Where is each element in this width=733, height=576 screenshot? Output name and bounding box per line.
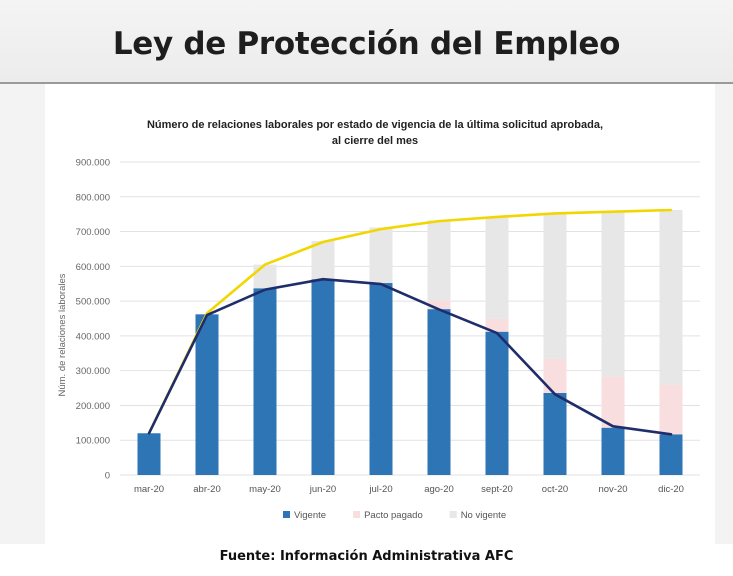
bar-vigente xyxy=(369,283,393,475)
slide-title: Ley de Protección del Empleo xyxy=(112,26,621,62)
bar-vigente xyxy=(427,309,451,475)
legend-label: Vigente xyxy=(294,510,326,521)
bar-no-vigente xyxy=(659,209,683,385)
bar-pacto-pagado xyxy=(659,384,683,435)
y-tick-label: 300.000 xyxy=(76,366,110,377)
y-tick-label: 600.000 xyxy=(76,262,110,273)
legend-swatch xyxy=(283,511,290,518)
title-band xyxy=(0,0,733,84)
legend-swatch xyxy=(353,511,361,518)
right-background xyxy=(715,84,733,544)
bar-no-vigente xyxy=(369,227,393,284)
chart-title-line-2: al cierre del mes xyxy=(332,135,418,147)
y-tick-label: 500.000 xyxy=(76,297,110,308)
vigente-line xyxy=(147,277,673,436)
x-tick-label: jul-20 xyxy=(368,484,392,495)
x-tick-label: jun-20 xyxy=(309,484,336,495)
source-note: Fuente: Información Administrativa AFC xyxy=(219,549,514,564)
x-tick-label: oct-20 xyxy=(542,484,568,495)
chart-title-line-1: Número de relaciones laborales por estad… xyxy=(147,119,603,131)
x-tick-label: sept-20 xyxy=(481,484,513,495)
bar-vigente xyxy=(659,434,683,475)
y-tick-label: 0 xyxy=(105,471,110,482)
x-tick-label: nov-20 xyxy=(598,484,627,495)
bar-vigente xyxy=(137,433,161,475)
bar-no-vigente xyxy=(311,240,335,280)
x-tick-label: ago-20 xyxy=(424,484,454,495)
x-tick-label: may-20 xyxy=(249,484,281,495)
bar-pacto-pagado xyxy=(485,318,509,332)
y-tick-label: 100.000 xyxy=(76,436,110,447)
bar-vigente xyxy=(543,392,567,475)
y-tick-label: 700.000 xyxy=(76,227,110,238)
bar-vigente xyxy=(253,288,277,475)
legend-swatch xyxy=(449,511,457,518)
x-tick-label: abr-20 xyxy=(193,484,220,495)
bar-vigente xyxy=(485,331,509,475)
y-tick-label: 400.000 xyxy=(76,331,110,342)
bar-no-vigente xyxy=(601,211,625,377)
y-axis-label: Núm. de relaciones laborales xyxy=(57,273,68,396)
bar-vigente xyxy=(195,314,219,475)
bar-no-vigente xyxy=(253,264,277,289)
bar-pacto-pagado xyxy=(601,376,625,428)
bar-vigente xyxy=(601,427,625,475)
x-tick-label: mar-20 xyxy=(134,484,164,495)
y-tick-label: 800.000 xyxy=(76,192,110,203)
bar-no-vigente xyxy=(427,220,451,301)
total-line xyxy=(147,208,673,435)
bar-no-vigente xyxy=(543,213,567,359)
bar-chart: Número de relaciones laborales por estad… xyxy=(57,119,700,521)
chart-panel: Número de relaciones laborales por estad… xyxy=(45,110,715,535)
y-tick-label: 900.000 xyxy=(76,158,110,169)
y-tick-label: 200.000 xyxy=(76,401,110,412)
bar-pacto-pagado xyxy=(543,358,567,393)
left-background xyxy=(0,84,45,544)
legend-label: Pacto pagado xyxy=(364,510,423,521)
legend-label: No vigente xyxy=(461,510,506,521)
x-tick-label: dic-20 xyxy=(658,484,684,495)
bar-no-vigente xyxy=(485,217,509,319)
bar-pacto-pagado xyxy=(427,300,451,310)
bar-vigente xyxy=(311,279,335,475)
